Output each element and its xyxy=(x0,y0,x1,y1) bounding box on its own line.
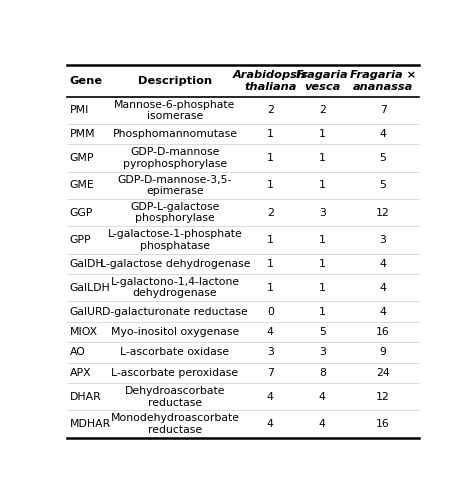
Text: GalLDH: GalLDH xyxy=(70,283,110,292)
Text: 7: 7 xyxy=(380,105,386,115)
Text: GDP-D-mannose-3,5-
epimerase: GDP-D-mannose-3,5- epimerase xyxy=(118,174,232,196)
Text: 12: 12 xyxy=(376,207,390,218)
Text: 1: 1 xyxy=(267,259,273,269)
Text: 1: 1 xyxy=(319,259,326,269)
Text: 1: 1 xyxy=(267,180,273,190)
Text: 1: 1 xyxy=(267,283,273,292)
Text: GDP-L-galactose
phosphorylase: GDP-L-galactose phosphorylase xyxy=(130,202,220,223)
Text: AO: AO xyxy=(70,347,85,358)
Text: 4: 4 xyxy=(267,327,273,337)
Text: 1: 1 xyxy=(319,307,326,317)
Text: 1: 1 xyxy=(267,129,273,139)
Text: 1: 1 xyxy=(319,129,326,139)
Text: Gene: Gene xyxy=(70,76,103,86)
Text: 1: 1 xyxy=(267,235,273,245)
Text: 1: 1 xyxy=(319,283,326,292)
Text: Monodehydroascorbate
reductase: Monodehydroascorbate reductase xyxy=(110,413,239,435)
Text: 4: 4 xyxy=(267,419,273,429)
Text: 4: 4 xyxy=(380,259,386,269)
Text: PMI: PMI xyxy=(70,105,89,115)
Text: L-galactono-1,4-lactone
dehydrogenase: L-galactono-1,4-lactone dehydrogenase xyxy=(110,277,239,298)
Text: 5: 5 xyxy=(319,327,326,337)
Text: Mannose-6-phosphate
isomerase: Mannose-6-phosphate isomerase xyxy=(114,99,236,121)
Text: GME: GME xyxy=(70,180,94,190)
Text: 1: 1 xyxy=(319,235,326,245)
Text: GalDH: GalDH xyxy=(70,259,104,269)
Text: 4: 4 xyxy=(267,392,273,402)
Text: D-galacturonate reductase: D-galacturonate reductase xyxy=(102,307,248,317)
Text: L-ascorbate oxidase: L-ascorbate oxidase xyxy=(120,347,229,358)
Text: 4: 4 xyxy=(380,129,386,139)
Text: GalUR: GalUR xyxy=(70,307,103,317)
Text: APX: APX xyxy=(70,368,91,378)
Text: 24: 24 xyxy=(376,368,390,378)
Text: L-galactose-1-phosphate
phosphatase: L-galactose-1-phosphate phosphatase xyxy=(108,229,242,251)
Text: 5: 5 xyxy=(380,153,386,163)
Text: 4: 4 xyxy=(380,283,386,292)
Text: 4: 4 xyxy=(319,392,326,402)
Text: 3: 3 xyxy=(319,207,326,218)
Text: Fragaria
vesca: Fragaria vesca xyxy=(296,70,348,91)
Text: Myo-inositol oxygenase: Myo-inositol oxygenase xyxy=(111,327,239,337)
Text: 1: 1 xyxy=(319,180,326,190)
Text: 1: 1 xyxy=(319,153,326,163)
Text: Phosphomannomutase: Phosphomannomutase xyxy=(112,129,237,139)
Text: 5: 5 xyxy=(380,180,386,190)
Text: 2: 2 xyxy=(319,105,326,115)
Text: 8: 8 xyxy=(319,368,326,378)
Text: GPP: GPP xyxy=(70,235,91,245)
Text: PMM: PMM xyxy=(70,129,95,139)
Text: 1: 1 xyxy=(267,153,273,163)
Text: 2: 2 xyxy=(267,105,273,115)
Text: DHAR: DHAR xyxy=(70,392,101,402)
Text: Arabidopsis
thaliana: Arabidopsis thaliana xyxy=(233,70,308,91)
Text: 4: 4 xyxy=(319,419,326,429)
Text: 12: 12 xyxy=(376,392,390,402)
Text: 16: 16 xyxy=(376,419,390,429)
Text: 0: 0 xyxy=(267,307,274,317)
Text: 3: 3 xyxy=(380,235,386,245)
Text: Description: Description xyxy=(138,76,212,86)
Text: GDP-D-mannose
pyrophosphorylase: GDP-D-mannose pyrophosphorylase xyxy=(123,147,227,169)
Text: L-ascorbate peroxidase: L-ascorbate peroxidase xyxy=(111,368,238,378)
Text: MDHAR: MDHAR xyxy=(70,419,111,429)
Text: Dehydroascorbate
reductase: Dehydroascorbate reductase xyxy=(125,386,225,408)
Text: L-galactose dehydrogenase: L-galactose dehydrogenase xyxy=(100,259,250,269)
Text: 7: 7 xyxy=(267,368,273,378)
Text: 2: 2 xyxy=(267,207,273,218)
Text: MIOX: MIOX xyxy=(70,327,98,337)
Text: GMP: GMP xyxy=(70,153,94,163)
Text: 16: 16 xyxy=(376,327,390,337)
Text: GGP: GGP xyxy=(70,207,93,218)
Text: 9: 9 xyxy=(380,347,386,358)
Text: 3: 3 xyxy=(267,347,273,358)
Text: Fragaria ×
ananassa: Fragaria × ananassa xyxy=(350,70,416,91)
Text: 3: 3 xyxy=(319,347,326,358)
Text: 4: 4 xyxy=(380,307,386,317)
